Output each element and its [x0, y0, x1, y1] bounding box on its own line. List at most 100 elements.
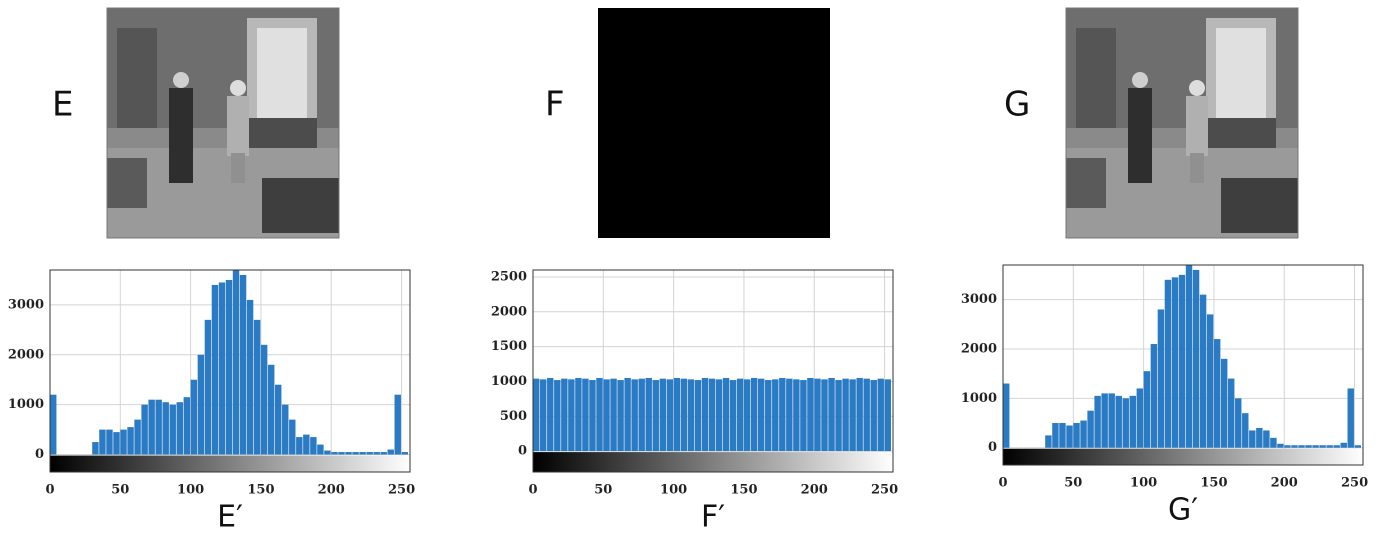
- bar: [324, 450, 331, 455]
- bar: [1192, 269, 1200, 448]
- y-tick-label: 2000: [8, 347, 44, 362]
- bar: [1347, 388, 1354, 448]
- plot-frame: [532, 269, 894, 473]
- y-tick-label: 1000: [8, 397, 44, 412]
- bar: [1150, 344, 1158, 448]
- bar: [561, 378, 568, 452]
- bar: [736, 378, 744, 452]
- y-tick-label: 2000: [961, 341, 997, 356]
- image-label: E: [52, 85, 73, 125]
- bar: [1256, 427, 1263, 448]
- bar: [1242, 413, 1249, 448]
- bar: [1045, 435, 1052, 448]
- bar: [310, 437, 317, 455]
- bar: [575, 377, 582, 452]
- bar: [1136, 388, 1144, 448]
- x-axis-label: E′: [217, 500, 243, 533]
- bar: [380, 452, 387, 455]
- image-label: G: [1004, 85, 1030, 125]
- bar: [134, 419, 141, 455]
- x-tick-label: 150: [1200, 476, 1227, 491]
- bar: [547, 377, 554, 452]
- y-tick-label: 0: [35, 447, 44, 462]
- y-tick-label: 0: [988, 440, 997, 455]
- y-tick-label: 2500: [491, 269, 527, 284]
- bar: [218, 282, 226, 455]
- bar: [317, 444, 324, 455]
- bar: [148, 399, 155, 455]
- bar: [800, 380, 807, 452]
- bar: [1171, 277, 1179, 448]
- bar: [786, 378, 793, 452]
- bar: [239, 274, 247, 455]
- bar: [1220, 358, 1228, 448]
- bar: [99, 429, 106, 455]
- x-tick-label: 0: [998, 476, 1007, 491]
- colorbar: [533, 452, 893, 472]
- bar: [106, 429, 113, 455]
- bar: [1115, 395, 1122, 448]
- bar: [190, 379, 198, 455]
- bar: [352, 452, 359, 455]
- bar: [701, 377, 709, 452]
- bar: [765, 380, 772, 452]
- bar: [338, 452, 345, 455]
- bar: [589, 380, 596, 452]
- bar: [884, 379, 891, 452]
- bar: [303, 434, 310, 455]
- bar: [275, 384, 282, 455]
- bar: [638, 378, 645, 452]
- x-tick-label: 50: [594, 483, 612, 498]
- x-axis-label: F′: [701, 500, 725, 533]
- bar: [120, 429, 127, 455]
- bar: [1206, 314, 1214, 448]
- bar: [554, 380, 561, 452]
- plot-frame: [49, 269, 411, 473]
- bar: [793, 379, 800, 452]
- x-tick-label: 100: [1130, 476, 1157, 491]
- y-tick-label: 1000: [491, 374, 527, 389]
- bar: [617, 380, 624, 452]
- bar: [289, 419, 296, 455]
- bar: [708, 378, 716, 452]
- bar: [92, 442, 99, 455]
- bar: [835, 380, 842, 452]
- bar: [1249, 430, 1256, 448]
- bar: [331, 452, 338, 455]
- bar: [359, 452, 366, 455]
- bar: [750, 377, 758, 452]
- bar: [246, 299, 254, 455]
- bar: [1059, 423, 1066, 448]
- x-tick-label: 150: [247, 483, 274, 498]
- bar: [401, 452, 408, 455]
- image-f: [598, 8, 830, 238]
- bar: [814, 378, 821, 452]
- bar: [1087, 410, 1094, 448]
- bar: [856, 377, 863, 452]
- x-tick-label: 0: [528, 483, 537, 498]
- y-tick-label: 500: [500, 409, 527, 424]
- bar: [652, 380, 659, 452]
- bar: [1080, 420, 1087, 448]
- bar: [204, 319, 212, 455]
- x-tick-label: 100: [660, 483, 687, 498]
- bar: [1326, 445, 1333, 448]
- bar: [680, 378, 688, 452]
- y-tick-label: 3000: [961, 292, 997, 307]
- bar: [197, 354, 205, 455]
- image-g: [1065, 7, 1299, 239]
- bar: [1157, 309, 1165, 448]
- bar: [225, 279, 233, 455]
- bar: [1003, 383, 1010, 448]
- bar: [176, 402, 183, 455]
- bar: [694, 380, 702, 452]
- x-tick-label: 150: [730, 483, 757, 498]
- bar: [568, 379, 575, 452]
- bar: [1305, 445, 1312, 448]
- bar: [1270, 437, 1277, 448]
- bar: [155, 399, 162, 455]
- plot-frame: [1002, 264, 1364, 466]
- bar: [1101, 393, 1108, 448]
